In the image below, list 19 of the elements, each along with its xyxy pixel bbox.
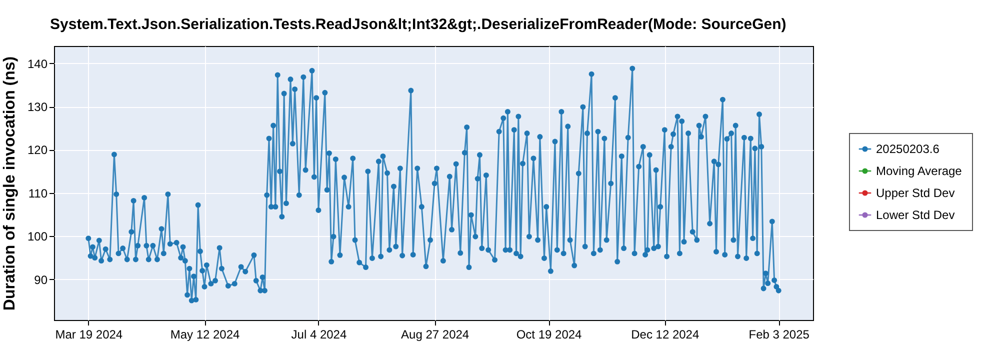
x-tick-label: Mar 19 2024: [55, 328, 123, 342]
legend-label: 20250203.6: [876, 142, 940, 156]
chart-title: System.Text.Json.Serialization.Tests.ReadJson&lt;Int32&gt;.DeserializeFromReader(Mode: SourceGen): [50, 16, 786, 33]
legend-label: Upper Std Dev: [876, 186, 955, 200]
x-tick-label: Feb 3 2025: [748, 328, 810, 342]
y-tick-label: 100: [27, 230, 48, 244]
x-tick-label: May 12 2024: [170, 328, 240, 342]
y-tick-label: 110: [28, 186, 48, 200]
y-tick-label: 90: [34, 272, 48, 287]
legend-label: Moving Average: [876, 164, 962, 178]
x-tick-label: Jul 4 2024: [291, 328, 347, 342]
x-tick-label: Dec 12 2024: [631, 328, 700, 342]
x-tick-label: Aug 27 2024: [401, 328, 470, 342]
y-axis-title: Duration of single invocation (ns): [1, 56, 18, 311]
y-tick-label: 140: [27, 56, 48, 71]
y-tick-label: 120: [27, 143, 48, 158]
y-tick-label: 130: [27, 100, 48, 114]
legend-label: Lower Std Dev: [876, 208, 955, 222]
x-tick-label: Oct 19 2024: [516, 328, 582, 342]
